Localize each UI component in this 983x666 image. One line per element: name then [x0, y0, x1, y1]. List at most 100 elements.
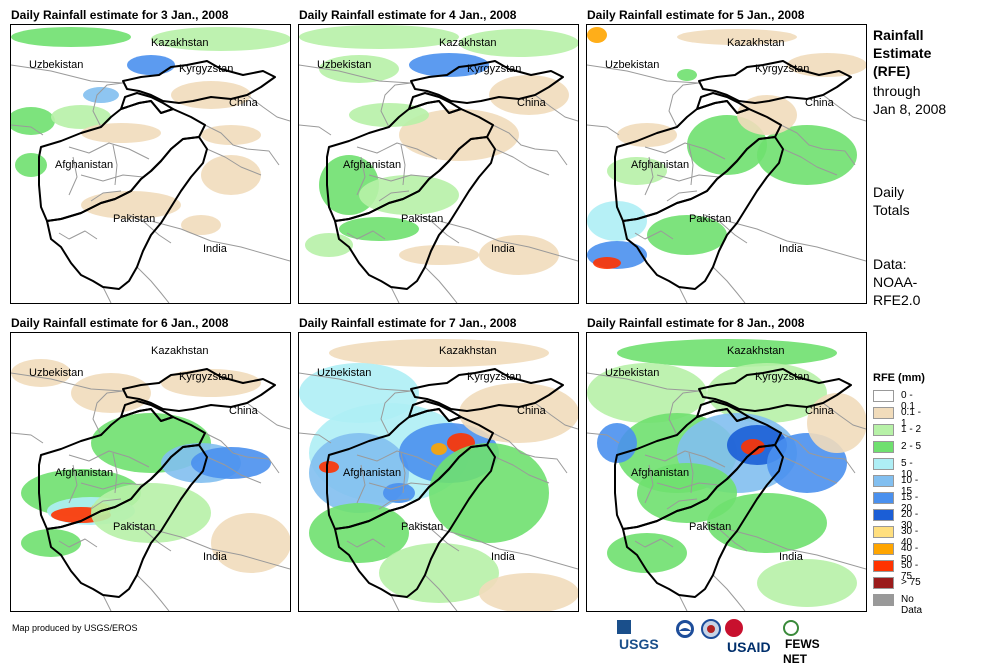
rainfall-patch	[51, 105, 111, 129]
place-label-china: China	[229, 97, 258, 109]
usgs-logo-text: USGS	[619, 635, 659, 652]
rainfall-patch	[757, 125, 857, 185]
rainfall-patch	[211, 513, 290, 573]
doc-seal-icon	[701, 619, 721, 642]
province-boundary	[424, 574, 458, 611]
side-data-label: Data:	[873, 256, 907, 272]
place-label-india: India	[203, 551, 227, 563]
province-boundary	[494, 148, 550, 176]
place-label-india: India	[779, 243, 803, 255]
rainfall-patch	[339, 217, 419, 241]
rainfall-patch	[15, 153, 47, 177]
province-boundary	[346, 538, 386, 548]
legend-item: 10 - 15	[873, 474, 925, 497]
province-boundary	[644, 156, 654, 196]
place-label-kazakhstan: Kazakhstan	[727, 37, 785, 49]
side-title-line2: Estimate	[873, 45, 932, 61]
rainfall-patch	[607, 533, 687, 573]
place-label-afghanistan: Afghanistan	[343, 467, 402, 479]
map-canvas	[11, 359, 290, 611]
province-boundary	[68, 156, 78, 196]
rainfall-patch	[81, 191, 181, 219]
side-totals: Totals	[873, 202, 910, 218]
legend-swatch	[873, 475, 894, 487]
place-label-kazakhstan: Kazakhstan	[151, 37, 209, 49]
side-data-source2: RFE2.0	[873, 292, 921, 308]
province-boundary	[102, 286, 112, 303]
province-boundary	[780, 432, 856, 474]
province-boundary	[534, 94, 578, 122]
province-boundary	[390, 286, 400, 303]
province-boundary	[712, 574, 746, 611]
province-boundary	[587, 432, 620, 444]
place-label-china: China	[517, 405, 546, 417]
place-label-kazakhstan: Kazakhstan	[439, 345, 497, 357]
province-boundary	[494, 456, 550, 484]
province-boundary	[678, 286, 688, 303]
province-boundary	[58, 230, 98, 240]
rainfall-map-jan6: Kazakhstan Uzbekistan Kyrgyzstan China Afgha…	[10, 332, 291, 612]
place-label-kyrgyzstan: Kyrgyzstan	[467, 63, 522, 75]
place-label-afghanistan: Afghanistan	[631, 159, 690, 171]
fewsnet-logo-text: FEWS NET	[783, 636, 820, 666]
map-canvas	[11, 27, 290, 303]
rainfall-map-jan8: Kazakhstan Uzbekistan Kyrgyzstan China Afgha…	[586, 332, 867, 612]
province-boundary	[102, 594, 112, 611]
rainfall-patch	[181, 215, 221, 235]
province-boundary	[712, 266, 746, 303]
province-boundary	[704, 522, 748, 552]
noaa-logo-icon	[675, 619, 695, 642]
rainfall-patch	[429, 443, 549, 543]
province-boundary	[204, 124, 280, 166]
province-boundary	[666, 498, 698, 510]
country-boundary	[334, 136, 496, 290]
place-label-kyrgyzstan: Kyrgyzstan	[467, 371, 522, 383]
province-boundary	[780, 124, 856, 166]
rainfall-patch	[161, 369, 261, 397]
place-label-afghanistan: Afghanistan	[55, 159, 114, 171]
province-boundary	[112, 144, 118, 186]
legend-item: 15 - 20	[873, 491, 925, 514]
province-boundary	[678, 594, 688, 611]
place-label-uzbekistan: Uzbekistan	[29, 59, 84, 71]
panel-title-6: Daily Rainfall estimate for 8 Jan., 2008	[587, 316, 805, 330]
province-boundary	[400, 452, 406, 494]
legend-label: 5 - 10	[901, 458, 913, 480]
country-boundary	[120, 92, 174, 114]
province-boundary	[378, 498, 410, 510]
rainfall-patch	[687, 115, 767, 175]
place-label-china: China	[229, 405, 258, 417]
province-boundary	[424, 266, 458, 303]
legend-label: 0.1 - 1	[901, 407, 922, 429]
legend-swatch	[873, 458, 894, 470]
rainfall-patch	[807, 393, 866, 453]
province-boundary	[299, 124, 332, 136]
province-boundary	[11, 432, 44, 444]
province-boundary	[666, 190, 698, 202]
rainfall-patch	[707, 493, 827, 553]
country-boundary	[698, 60, 852, 104]
rainfall-patch	[151, 27, 290, 51]
rainfall-patch	[83, 87, 119, 103]
rainfall-patch	[305, 233, 353, 257]
place-label-india: India	[491, 551, 515, 563]
province-boundary	[90, 498, 122, 510]
province-boundary	[11, 124, 44, 136]
panel-title-2: Daily Rainfall estimate for 4 Jan., 2008	[299, 8, 517, 22]
legend-item: > 75	[873, 576, 925, 593]
legend-swatch	[873, 577, 894, 589]
rainfall-patch	[11, 107, 55, 135]
place-label-afghanistan: Afghanistan	[631, 467, 690, 479]
rainfall-patch	[11, 27, 131, 47]
legend-label: 30 - 40	[901, 526, 919, 548]
legend-label: 15 - 20	[901, 492, 919, 514]
legend-label: 50 - 75	[901, 560, 919, 582]
province-boundary	[380, 82, 412, 128]
map-canvas	[299, 339, 578, 611]
rainfall-map-jan4: Kazakhstan Uzbekistan Kyrgyzstan China Afgha…	[298, 24, 579, 304]
rainfall-patch	[91, 483, 211, 543]
map-canvas	[587, 27, 866, 303]
country-boundary	[46, 136, 208, 290]
place-label-india: India	[491, 243, 515, 255]
